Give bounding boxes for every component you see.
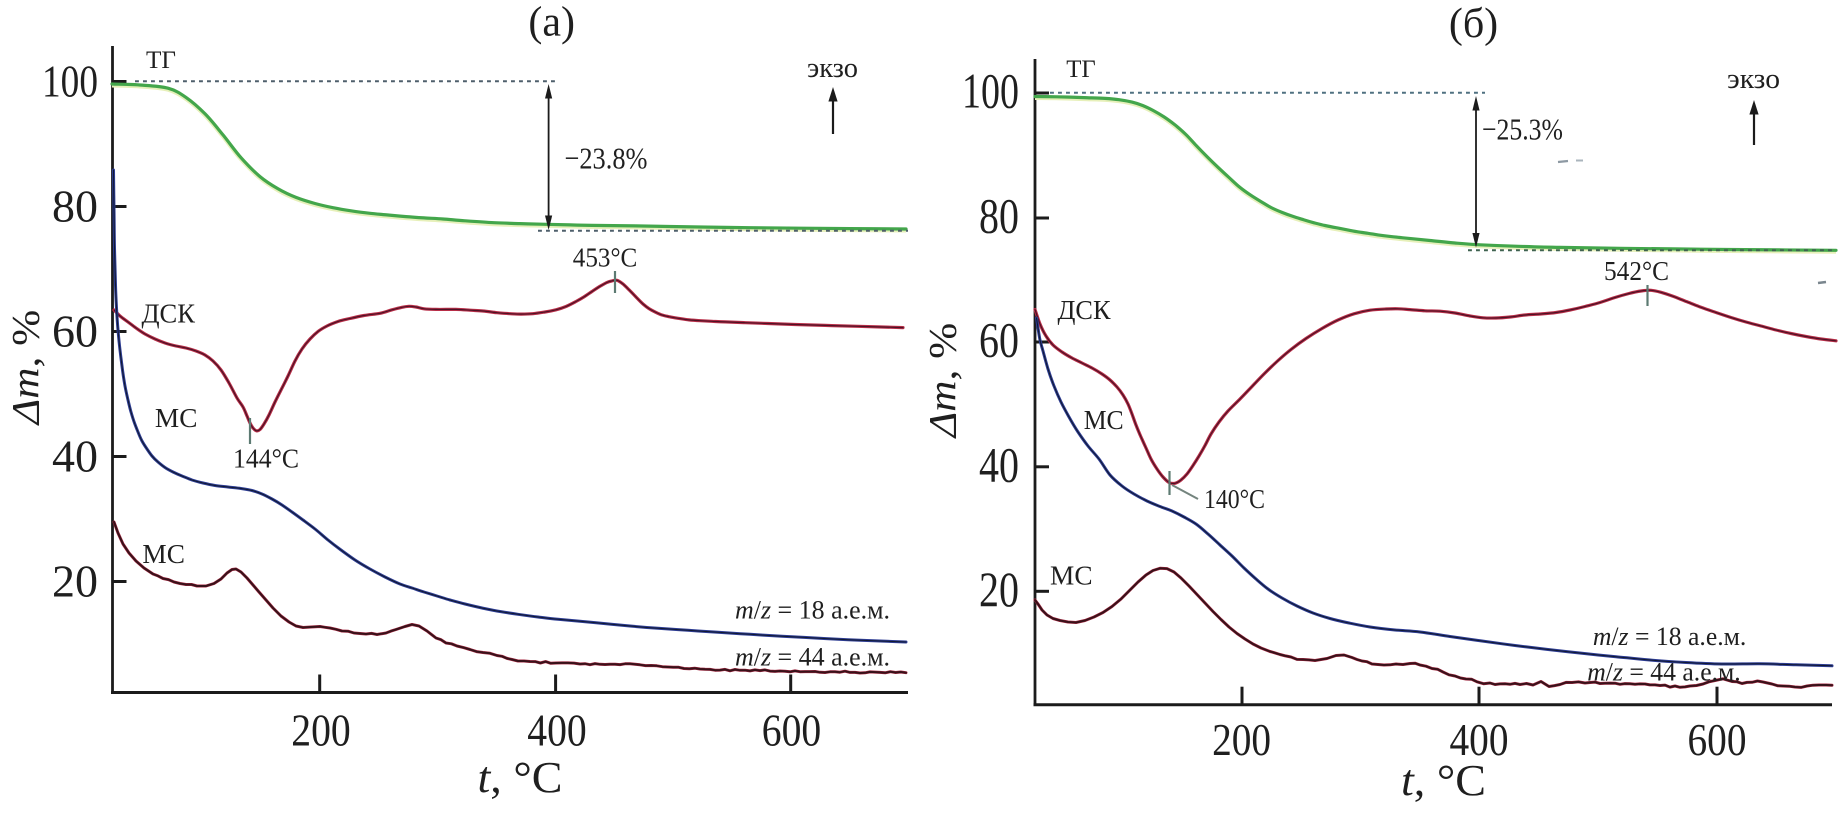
svg-text:МС: МС — [1050, 561, 1093, 591]
svg-text:80: 80 — [52, 181, 98, 232]
svg-text:экзо: экзо — [807, 52, 858, 84]
svg-text:40: 40 — [979, 436, 1019, 492]
svg-text:Δm, %: Δm, % — [921, 323, 965, 440]
svg-text:МС: МС — [155, 403, 198, 433]
svg-text:m/z = 18 а.е.м.: m/z = 18 а.е.м. — [1593, 622, 1747, 651]
svg-text:100: 100 — [42, 56, 98, 107]
svg-text:ДСК: ДСК — [1058, 295, 1112, 325]
svg-text:400: 400 — [1450, 714, 1509, 765]
svg-text:m/z = 44 а.е.м.: m/z = 44 а.е.м. — [735, 643, 890, 672]
svg-text:(а): (а) — [528, 0, 575, 46]
svg-text:40: 40 — [52, 431, 98, 482]
svg-text:(б): (б) — [1449, 1, 1498, 47]
svg-text:140°C: 140°C — [1204, 484, 1265, 514]
svg-text:542°C: 542°C — [1604, 256, 1669, 286]
svg-text:600: 600 — [762, 704, 822, 755]
svg-text:ТГ: ТГ — [146, 47, 176, 74]
svg-text:200: 200 — [1212, 714, 1271, 765]
svg-text:20: 20 — [979, 561, 1019, 617]
svg-text:m/z = 44 а.е.м.: m/z = 44 а.е.м. — [1587, 658, 1741, 687]
svg-text:МС: МС — [142, 539, 185, 569]
svg-text:600: 600 — [1688, 714, 1747, 765]
svg-text:453°C: 453°C — [573, 242, 638, 272]
svg-text:−25.3%: −25.3% — [1482, 112, 1563, 147]
svg-text:400: 400 — [527, 704, 587, 755]
svg-text:Δm, %: Δm, % — [4, 310, 48, 427]
svg-text:144°C: 144°C — [233, 444, 299, 474]
svg-text:ТГ: ТГ — [1066, 56, 1096, 83]
svg-text:60: 60 — [52, 306, 98, 357]
svg-text:−23.8%: −23.8% — [565, 141, 648, 176]
svg-text:100: 100 — [962, 63, 1019, 119]
svg-text:t, °C: t, °C — [1401, 756, 1486, 805]
svg-text:60: 60 — [979, 312, 1019, 368]
svg-text:экзо: экзо — [1727, 63, 1780, 95]
svg-text:20: 20 — [52, 556, 98, 607]
svg-text:МС: МС — [1084, 405, 1124, 435]
svg-text:t, °C: t, °C — [478, 753, 563, 802]
svg-text:ДСК: ДСК — [141, 299, 195, 329]
svg-text:200: 200 — [291, 704, 351, 755]
svg-text:m/z = 18 а.е.м.: m/z = 18 а.е.м. — [735, 596, 890, 625]
svg-text:80: 80 — [979, 188, 1019, 244]
